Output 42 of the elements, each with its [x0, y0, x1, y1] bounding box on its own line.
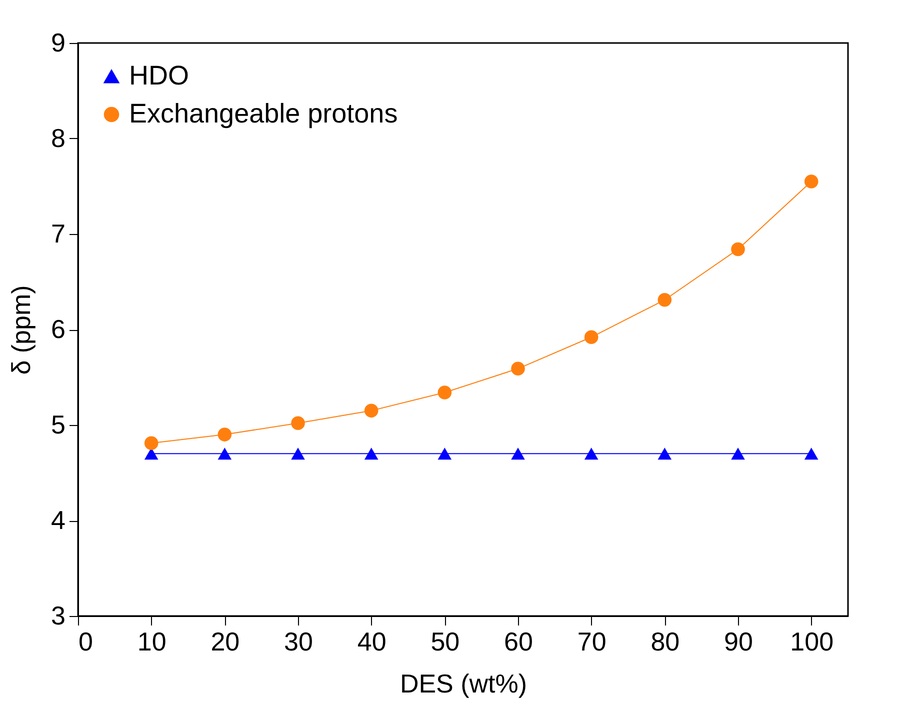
legend-label: HDO [129, 60, 189, 90]
legend-label: Exchangeable protons [129, 98, 398, 128]
y-tick-label: 4 [51, 505, 66, 535]
x-tick-label: 80 [650, 626, 680, 656]
point [144, 436, 158, 450]
x-axis-title: DES (wt%) [400, 668, 528, 698]
x-tick-label: 0 [78, 626, 93, 656]
point [658, 293, 672, 307]
point [291, 416, 305, 430]
point [584, 330, 598, 344]
point [658, 448, 672, 460]
y-tick-label: 3 [51, 600, 66, 630]
x-tick-label: 30 [284, 626, 313, 656]
y-tick-label: 6 [51, 314, 66, 344]
y-tick-label: 8 [51, 123, 66, 153]
x-tick-label: 10 [137, 626, 166, 656]
point [731, 242, 745, 256]
x-tick-label: 40 [357, 626, 386, 656]
x-tick-label: 20 [210, 626, 240, 656]
point [218, 448, 232, 460]
point [438, 386, 452, 400]
x-tick-label: 100 [790, 626, 834, 656]
point [291, 448, 305, 460]
y-tick-label: 9 [51, 28, 66, 58]
x-tick-label: 50 [430, 626, 460, 656]
x-tick-label: 60 [504, 626, 533, 656]
point [511, 362, 525, 376]
x-tick-label: 70 [577, 626, 606, 656]
point [731, 448, 745, 460]
y-axis-title: δ (ppm) [6, 285, 36, 375]
point [511, 448, 525, 460]
x-tick-label: 90 [724, 626, 753, 656]
point [144, 448, 158, 460]
point [364, 404, 378, 418]
point [804, 448, 818, 460]
point [218, 428, 232, 442]
y-tick-label: 5 [51, 410, 66, 440]
point [364, 448, 378, 460]
y-tick-label: 7 [51, 218, 66, 248]
point [804, 174, 818, 188]
point [584, 448, 598, 460]
point [438, 448, 452, 460]
